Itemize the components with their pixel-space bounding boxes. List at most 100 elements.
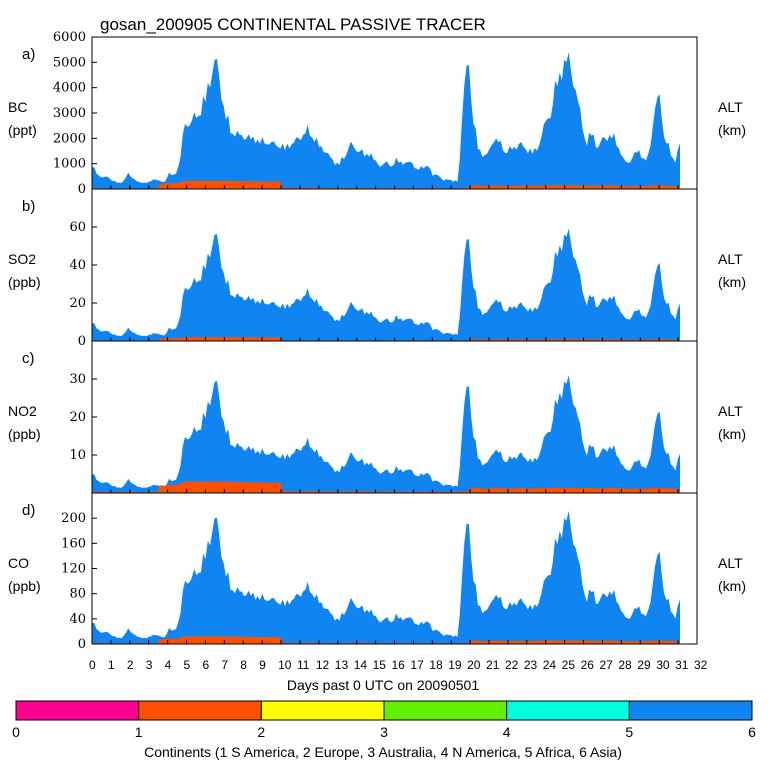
panel-bc: 0 1000 2000 3000 4000 5000 6000 a) BC (ppt) ALT (km… bbox=[8, 30, 746, 197]
colorbar-segment bbox=[15, 700, 140, 721]
x-axis: 0 1 2 3 4 5 6 7 8 9 10 11 12 13 14 15 16 17 18 19 20 21 22 23 24… bbox=[89, 658, 708, 672]
y-tick-label: 160 bbox=[61, 536, 86, 551]
colorbar-tick-label: 4 bbox=[503, 724, 511, 740]
x-tick-label: 9 bbox=[259, 658, 266, 672]
chart-title: gosan_200905 CONTINENTAL PASSIVE TRACER bbox=[100, 15, 486, 34]
y-tick-label: 1000 bbox=[53, 157, 86, 172]
x-tick-label: 12 bbox=[316, 658, 330, 672]
alt-label: ALT bbox=[718, 251, 743, 267]
x-tick-label: 21 bbox=[486, 658, 500, 672]
panel-so2: 0 20 40 60 b) SO2 (ppb) ALT (km) bbox=[8, 188, 746, 349]
area-6-asia bbox=[92, 52, 680, 189]
colorbar-tick-label: 6 bbox=[748, 724, 756, 740]
colorbar-tick-label: 1 bbox=[135, 724, 143, 740]
x-tick-label: 18 bbox=[429, 658, 443, 672]
x-tick-label: 25 bbox=[562, 658, 576, 672]
x-tick-label: 2 bbox=[127, 658, 134, 672]
x-tick-label: 29 bbox=[637, 658, 651, 672]
colorbar-tick-label: 0 bbox=[12, 724, 20, 740]
panel-letter: d) bbox=[22, 502, 35, 519]
area-6-asia bbox=[92, 375, 680, 493]
colorbar-segment bbox=[628, 700, 753, 721]
x-tick-label: 28 bbox=[618, 658, 632, 672]
x-tick-label: 19 bbox=[448, 658, 462, 672]
alt-unit-label: (km) bbox=[718, 426, 746, 442]
colorbar-segment bbox=[260, 700, 385, 721]
area-2-europe bbox=[92, 481, 680, 493]
y-tick-label: 10 bbox=[69, 448, 86, 463]
x-tick-label: 22 bbox=[505, 658, 519, 672]
x-tick-label: 13 bbox=[335, 658, 349, 672]
colorbar-segment bbox=[138, 700, 262, 721]
y-tick-label: 40 bbox=[69, 612, 86, 627]
alt-unit-label: (km) bbox=[718, 274, 746, 290]
y-tick-label: 30 bbox=[69, 372, 86, 387]
panel-letter: c) bbox=[22, 350, 35, 367]
alt-label: ALT bbox=[718, 403, 743, 419]
y-tick-label: 3000 bbox=[53, 106, 86, 121]
x-tick-label: 11 bbox=[297, 658, 310, 672]
y-tick-label: 2000 bbox=[53, 131, 86, 146]
x-tick-label: 15 bbox=[373, 658, 387, 672]
area-6-asia bbox=[92, 510, 680, 644]
x-tick-label: 5 bbox=[184, 658, 191, 672]
x-tick-label: 1 bbox=[108, 658, 115, 672]
x-tick-label: 26 bbox=[581, 658, 595, 672]
area-2-europe bbox=[92, 636, 680, 644]
y-tick-label: 60 bbox=[69, 220, 86, 235]
area-6-asia bbox=[92, 228, 680, 341]
unit-label: (ppt) bbox=[8, 122, 37, 138]
x-tick-label: 30 bbox=[656, 658, 670, 672]
colorbar-segment bbox=[383, 700, 508, 721]
y-tick-label: 80 bbox=[69, 587, 86, 602]
x-tick-label: 24 bbox=[543, 658, 557, 672]
y-tick-label: 5000 bbox=[53, 55, 86, 70]
colorbar-tick-label: 5 bbox=[625, 724, 633, 740]
panel-co: 0 40 80 120 160 200 d) CO (ppb) ALT (km) bbox=[8, 492, 746, 652]
y-tick-label: 120 bbox=[61, 562, 86, 577]
area-2-europe bbox=[92, 337, 680, 341]
x-tick-label: 27 bbox=[599, 658, 613, 672]
x-tick-label: 14 bbox=[354, 658, 368, 672]
y-tick-label: 6000 bbox=[53, 30, 86, 45]
x-tick-label: 16 bbox=[392, 658, 406, 672]
colorbar-tick-label: 2 bbox=[257, 724, 265, 740]
unit-label: (ppb) bbox=[8, 426, 41, 442]
x-tick-label: 3 bbox=[146, 658, 153, 672]
panel-no2: 10 20 30 c) NO2 (ppb) ALT (km) bbox=[8, 340, 746, 494]
x-tick-label: 4 bbox=[165, 658, 172, 672]
x-axis-label: Days past 0 UTC on 20090501 bbox=[287, 677, 479, 693]
colorbar-label: Continents (1 S America, 2 Europe, 3 Aus… bbox=[144, 744, 622, 760]
x-tick-label: 8 bbox=[240, 658, 247, 672]
species-label: NO2 bbox=[8, 403, 37, 419]
panels-group: 0100020003000400050006000a)BC(ppt)ALT(km… bbox=[8, 30, 746, 652]
x-tick-label: 10 bbox=[278, 658, 292, 672]
x-tick-label: 7 bbox=[221, 658, 228, 672]
x-tick-label: 20 bbox=[467, 658, 481, 672]
species-label: CO bbox=[8, 555, 29, 571]
y-tick-label: 40 bbox=[69, 258, 86, 273]
y-tick-label: 200 bbox=[61, 511, 86, 526]
x-tick-label: 31 bbox=[675, 658, 689, 672]
x-tick-label: 0 bbox=[89, 658, 96, 672]
colorbar-segment bbox=[506, 700, 630, 721]
x-tick-label: 23 bbox=[524, 658, 538, 672]
y-tick-label: 20 bbox=[69, 410, 86, 425]
panel-letter: a) bbox=[22, 46, 35, 63]
alt-label: ALT bbox=[718, 555, 743, 571]
y-tick-label: 20 bbox=[69, 296, 86, 311]
alt-unit-label: (km) bbox=[718, 122, 746, 138]
area-2-europe bbox=[92, 180, 680, 189]
x-tick-label: 17 bbox=[410, 658, 424, 672]
x-tick-label: 32 bbox=[694, 658, 708, 672]
alt-unit-label: (km) bbox=[718, 578, 746, 594]
y-tick-label: 4000 bbox=[53, 81, 86, 96]
species-label: BC bbox=[8, 99, 27, 115]
unit-label: (ppb) bbox=[8, 578, 41, 594]
y-tick-label: 0 bbox=[78, 637, 86, 652]
panel-letter: b) bbox=[22, 198, 35, 215]
y-tick-label: 0 bbox=[78, 182, 86, 197]
colorbar: 0 1 2 3 4 5 6 bbox=[12, 700, 756, 740]
x-tick-label: 6 bbox=[202, 658, 209, 672]
